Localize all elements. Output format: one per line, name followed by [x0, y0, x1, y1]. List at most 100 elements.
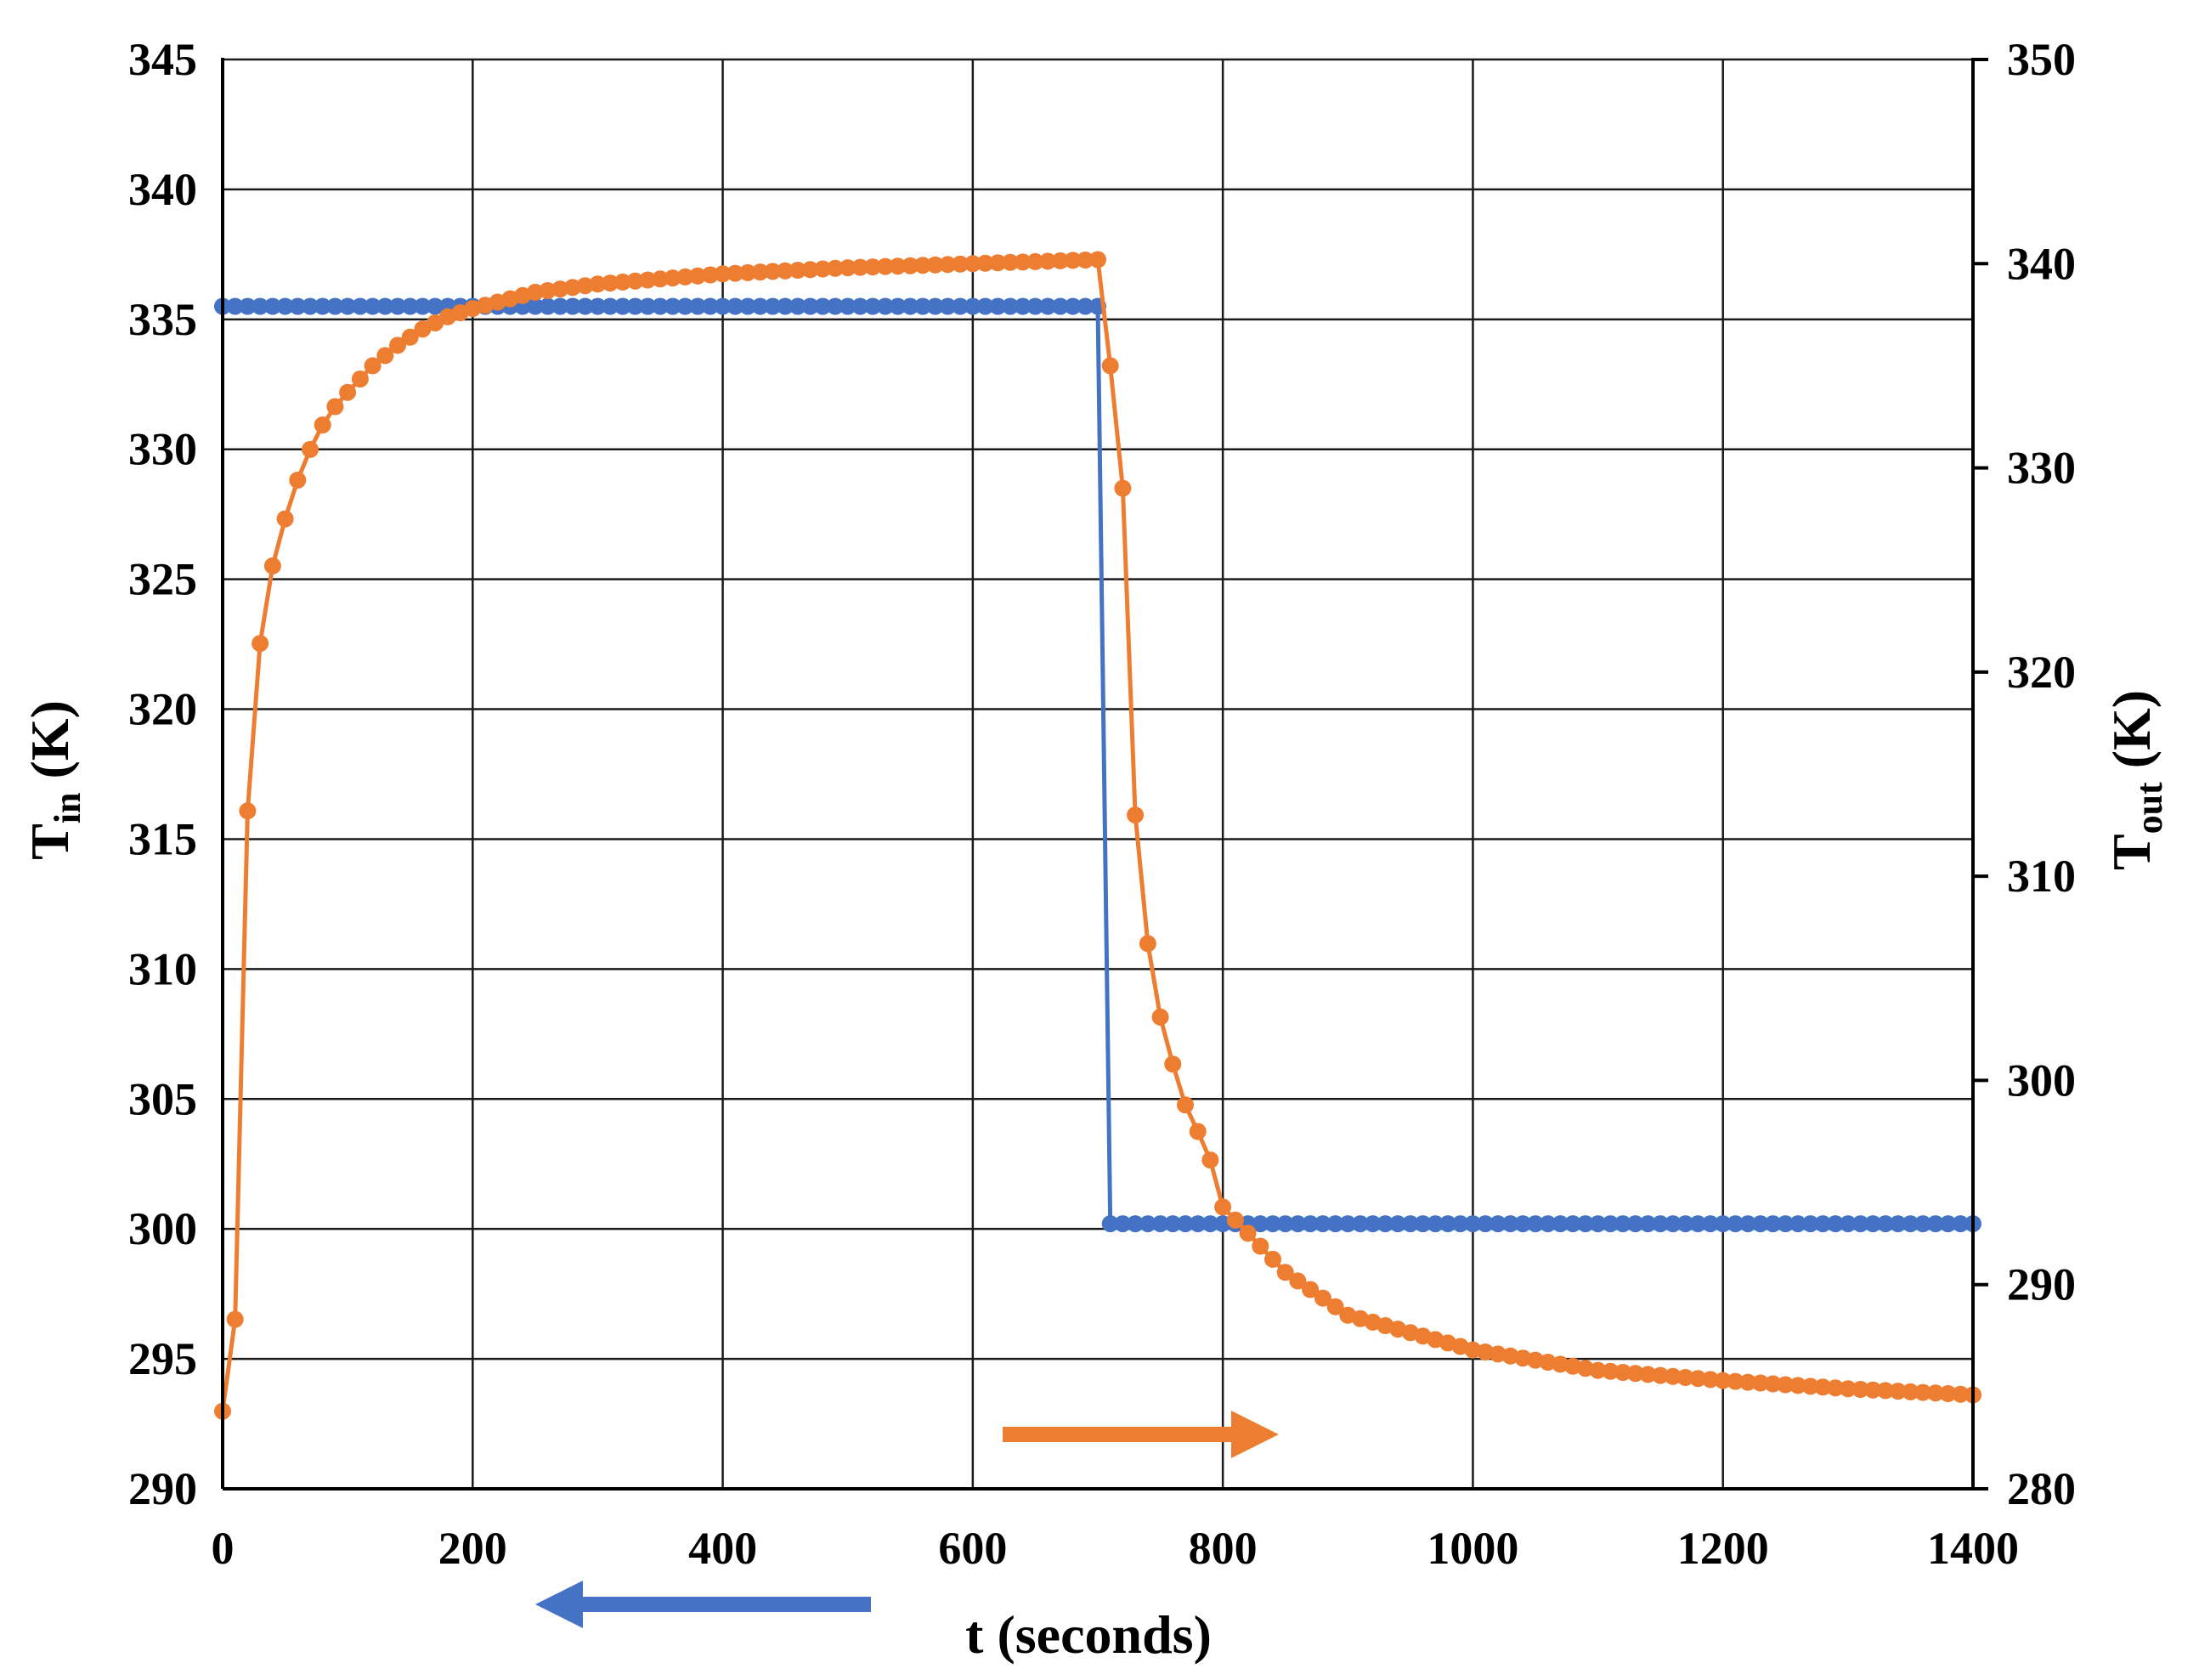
- series-1-point: [252, 297, 269, 315]
- series-1-point: [952, 297, 969, 315]
- series-2-point: [1889, 1383, 1907, 1400]
- series-2-point: [939, 256, 957, 274]
- x-tick-label: 200: [438, 1523, 507, 1574]
- series-1-point: [777, 297, 794, 315]
- x-tick-label: 1200: [1677, 1523, 1769, 1574]
- y-left-tick-label: 340: [128, 164, 197, 215]
- series-1-point: [289, 297, 307, 315]
- series-1-point: [364, 297, 382, 315]
- series-2-point: [613, 273, 631, 291]
- y-right-tick-label: 320: [2007, 647, 2076, 698]
- series-1-point: [1939, 1215, 1957, 1233]
- series-2-point: [1727, 1372, 1744, 1390]
- series-1-point: [689, 297, 707, 315]
- series-1-point: [1851, 1215, 1869, 1233]
- series-1-point: [539, 297, 557, 315]
- y-left-tick-label: 320: [128, 684, 197, 735]
- series-2-point: [239, 802, 257, 820]
- series-1-point: [1127, 1215, 1145, 1233]
- series-1-point: [376, 297, 394, 315]
- series-1-point: [1151, 1215, 1169, 1233]
- series-1-line: [223, 304, 1973, 1226]
- series-1-point: [801, 297, 819, 315]
- series-1-point: [1326, 1215, 1344, 1233]
- series-2-point: [1289, 1272, 1307, 1290]
- series-1-point: [1789, 1215, 1806, 1233]
- series-2-point: [1464, 1341, 1482, 1359]
- y-right-tick-label: 350: [2007, 34, 2076, 85]
- series-1-point: [1914, 1215, 1932, 1233]
- y-left-tick-label: 310: [128, 943, 197, 994]
- series-1-point: [976, 297, 994, 315]
- series-1-point: [263, 297, 281, 315]
- series-1-point: [1676, 1215, 1694, 1233]
- series-1-point: [939, 297, 957, 315]
- x-axis-label: t (seconds): [965, 1604, 1212, 1665]
- series-1-point: [652, 297, 669, 315]
- series-2-point: [1739, 1373, 1757, 1391]
- series-1-point: [1614, 1215, 1631, 1233]
- x-tick-label: 0: [212, 1523, 235, 1574]
- series-1-point: [1576, 1215, 1594, 1233]
- series-1-point: [1814, 1215, 1832, 1233]
- series-2-point: [1326, 1298, 1344, 1315]
- series-1-point: [1926, 1215, 1944, 1233]
- series-2-point: [389, 337, 406, 354]
- y-left-tick-label: 295: [128, 1333, 197, 1384]
- series-2-point: [1089, 251, 1106, 269]
- series-2-point: [1764, 1375, 1782, 1393]
- series-1-point: [1539, 1215, 1557, 1233]
- series-2-point: [714, 265, 732, 283]
- series-2-point: [777, 262, 794, 280]
- series-2-point: [926, 256, 944, 274]
- series-2-point: [801, 261, 819, 279]
- series-1-point: [989, 297, 1007, 315]
- series-2-point: [864, 258, 882, 276]
- series-2-point: [1939, 1385, 1957, 1402]
- series-1-point: [726, 297, 744, 315]
- series-1-point: [676, 297, 694, 315]
- series-2-point: [764, 263, 782, 280]
- series-1-point: [1527, 1215, 1544, 1233]
- series-1-point: [1464, 1215, 1482, 1233]
- series-1-point: [239, 297, 257, 315]
- series-1-point: [1552, 1215, 1569, 1233]
- series-2-point: [1189, 1123, 1207, 1140]
- series-2-point: [1139, 935, 1156, 953]
- series-2-point: [1039, 252, 1057, 270]
- series-1-point: [1376, 1215, 1394, 1233]
- series-1-point: [1289, 1215, 1307, 1233]
- series-2-point: [364, 357, 382, 375]
- series-2-point: [851, 258, 869, 276]
- y-left-axis-label: Tin (K): [20, 700, 88, 860]
- series-1-point: [1039, 297, 1057, 315]
- series-2-point: [1602, 1362, 1620, 1380]
- series-2-point: [326, 398, 344, 416]
- series-1-point: [1664, 1215, 1682, 1233]
- series-1-point: [1201, 1215, 1219, 1233]
- series-1-point: [401, 297, 419, 315]
- series-2-point: [1489, 1345, 1507, 1363]
- series-2-point: [1839, 1380, 1857, 1398]
- series-2-point: [1002, 253, 1019, 271]
- series-1-point: [351, 297, 369, 315]
- series-1-point: [1952, 1215, 1970, 1233]
- series-1-point: [226, 297, 244, 315]
- series-2-point: [1539, 1354, 1557, 1371]
- plot-series: [214, 251, 1981, 1420]
- y-left-tick-label: 300: [128, 1203, 197, 1254]
- series-1-point: [302, 297, 319, 315]
- series-2-point: [1276, 1264, 1294, 1281]
- series-2-point: [751, 263, 769, 281]
- series-2-point: [1589, 1361, 1607, 1379]
- series-1-point: [1602, 1215, 1620, 1233]
- series-2-point: [1527, 1351, 1544, 1369]
- series-1-point: [1751, 1215, 1769, 1233]
- series-2-point: [276, 510, 294, 528]
- series-1-point: [1589, 1215, 1607, 1233]
- y-left-tick-label: 345: [128, 34, 197, 85]
- series-2-point: [1576, 1360, 1594, 1377]
- series-2-point: [1952, 1385, 1970, 1403]
- blue-arrow-left-axis: [535, 1581, 871, 1628]
- series-1-point: [1302, 1215, 1320, 1233]
